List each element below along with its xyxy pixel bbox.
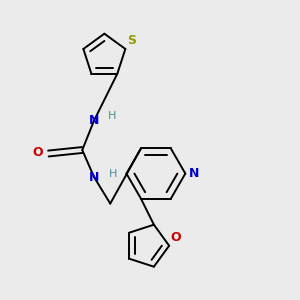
- Text: H: H: [110, 169, 118, 178]
- Text: O: O: [171, 231, 181, 244]
- Text: H: H: [108, 111, 117, 121]
- Text: N: N: [89, 171, 99, 184]
- Text: O: O: [32, 146, 43, 159]
- Text: N: N: [189, 167, 199, 180]
- Text: S: S: [127, 34, 136, 47]
- Text: N: N: [89, 114, 99, 127]
